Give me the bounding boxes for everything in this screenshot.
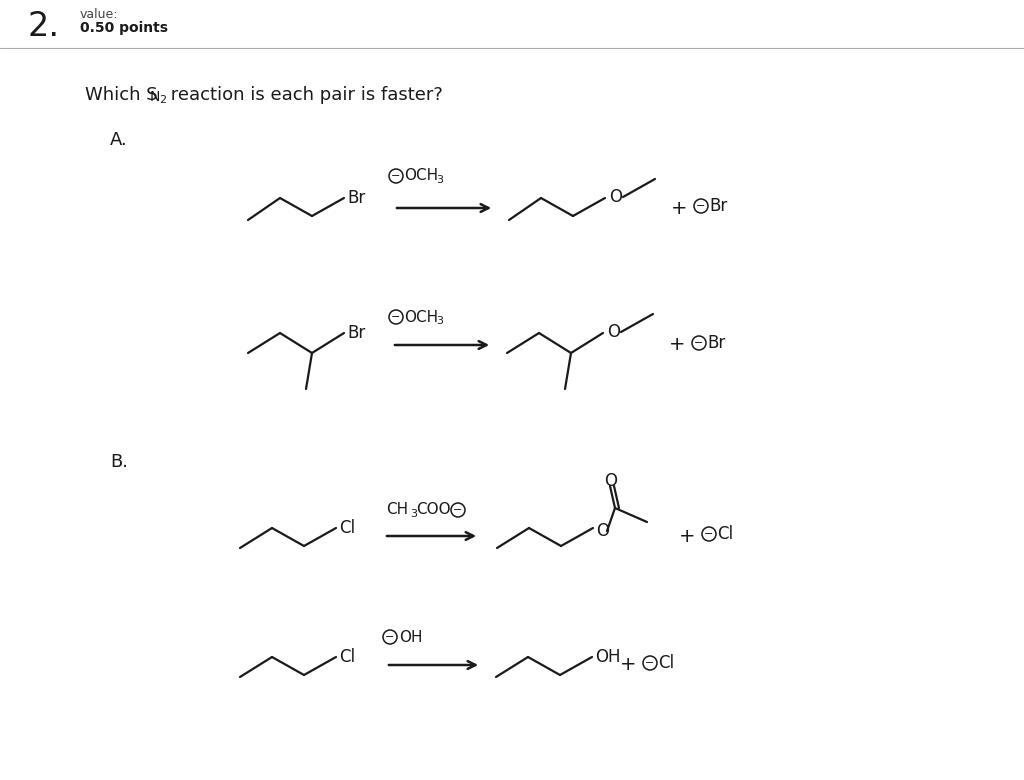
Text: +: +: [679, 526, 695, 545]
Text: OH: OH: [595, 648, 621, 666]
Text: +: +: [620, 655, 636, 675]
Text: Br: Br: [707, 334, 725, 352]
Text: −: −: [454, 505, 463, 515]
Text: Br: Br: [347, 324, 366, 342]
Text: CH: CH: [386, 502, 409, 517]
Text: 3: 3: [436, 316, 443, 326]
Text: A.: A.: [110, 131, 128, 149]
Text: B.: B.: [110, 453, 128, 471]
Text: +: +: [671, 198, 687, 218]
Text: OCH: OCH: [404, 168, 438, 183]
Text: COO: COO: [416, 502, 451, 517]
Text: Cl: Cl: [717, 525, 733, 543]
Text: O: O: [609, 188, 622, 206]
Text: OH: OH: [399, 629, 423, 644]
Text: −: −: [696, 201, 706, 211]
Text: −: −: [694, 338, 703, 348]
Text: N: N: [150, 90, 161, 104]
Text: value:: value:: [80, 8, 119, 21]
Text: Br: Br: [709, 197, 727, 215]
Text: −: −: [391, 171, 400, 181]
Text: Cl: Cl: [339, 648, 355, 666]
Text: O: O: [604, 472, 617, 490]
Text: OCH: OCH: [404, 310, 438, 324]
Text: +: +: [669, 335, 685, 354]
Text: O: O: [607, 323, 620, 341]
Text: 0.50 points: 0.50 points: [80, 21, 168, 35]
Text: −: −: [705, 529, 714, 539]
Text: reaction is each pair is faster?: reaction is each pair is faster?: [165, 86, 442, 104]
Text: Cl: Cl: [658, 654, 674, 672]
Text: 2.: 2.: [28, 10, 60, 43]
Text: Cl: Cl: [339, 519, 355, 537]
Text: 2: 2: [159, 95, 166, 105]
Text: 3: 3: [410, 509, 417, 519]
Text: 3: 3: [436, 175, 443, 185]
Text: O: O: [596, 522, 609, 540]
Text: Br: Br: [347, 189, 366, 207]
Text: −: −: [391, 312, 400, 322]
Text: Which S: Which S: [85, 86, 158, 104]
Text: −: −: [645, 658, 654, 668]
Text: −: −: [385, 632, 394, 642]
